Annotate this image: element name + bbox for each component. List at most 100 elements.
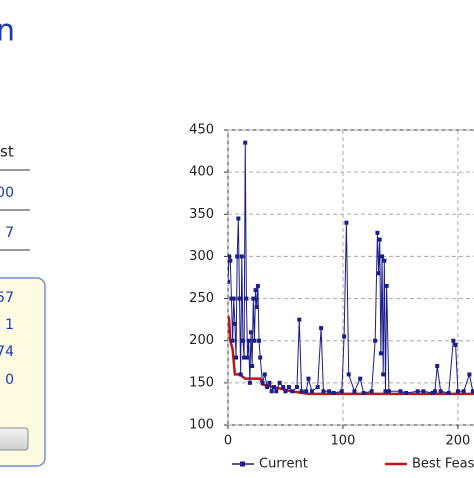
- page-title: n: [0, 14, 15, 49]
- point-marker: [236, 216, 241, 221]
- point-marker: [248, 330, 253, 335]
- point-marker: [438, 389, 443, 394]
- point-marker: [376, 271, 381, 276]
- y-tick-label: 200: [189, 333, 214, 348]
- point-marker: [240, 338, 245, 343]
- panel-value: 1: [5, 317, 14, 333]
- point-marker: [306, 376, 311, 381]
- point-marker: [252, 338, 257, 343]
- point-marker: [228, 279, 230, 284]
- button[interactable]: [0, 427, 29, 451]
- point-marker: [327, 389, 332, 394]
- point-marker: [358, 376, 363, 381]
- point-marker: [257, 338, 262, 343]
- point-marker: [453, 342, 458, 347]
- point-marker: [361, 390, 366, 395]
- point-marker: [290, 389, 295, 394]
- point-marker: [352, 389, 357, 394]
- point-marker: [230, 338, 235, 343]
- point-marker: [271, 385, 276, 390]
- point-marker: [255, 283, 260, 288]
- point-marker: [404, 390, 409, 395]
- point-marker: [378, 351, 383, 356]
- y-tick-label: 350: [189, 207, 214, 222]
- point-marker: [239, 254, 244, 259]
- point-marker: [238, 372, 243, 377]
- point-marker: [243, 140, 248, 145]
- point-marker: [319, 326, 324, 331]
- point-marker: [380, 254, 385, 259]
- point-marker: [339, 389, 344, 394]
- point-marker: [244, 296, 249, 301]
- legend-label: Current: [259, 457, 308, 472]
- point-marker: [250, 364, 255, 368]
- point-marker: [262, 372, 267, 377]
- point-marker: [267, 380, 272, 385]
- point-marker: [451, 338, 456, 343]
- point-marker: [386, 389, 391, 394]
- panel-value: 74: [0, 344, 14, 360]
- point-marker: [237, 296, 242, 301]
- point-marker: [254, 305, 259, 309]
- point-marker: [377, 237, 382, 242]
- point-marker: [283, 389, 288, 394]
- legend-swatch: [240, 461, 245, 467]
- point-marker: [235, 254, 240, 259]
- y-tick-label: 400: [189, 165, 214, 180]
- point-marker: [299, 389, 304, 394]
- point-marker: [274, 389, 279, 394]
- point-marker: [294, 385, 299, 390]
- plot-area: [227, 129, 474, 426]
- x-tick-label: 0: [224, 434, 232, 449]
- point-marker: [246, 338, 251, 343]
- point-marker: [297, 317, 302, 322]
- point-marker: [381, 372, 386, 377]
- row-value[interactable]: 7: [5, 225, 14, 241]
- point-marker: [344, 220, 349, 225]
- series-group: [228, 140, 474, 396]
- point-marker: [383, 389, 388, 394]
- point-marker: [446, 390, 451, 395]
- chart: 100 150 200 250 300 350 400 450 0 100 200 Current Be…: [189, 123, 474, 472]
- point-marker: [375, 230, 380, 235]
- point-marker: [382, 258, 387, 263]
- point-marker: [398, 389, 403, 394]
- row-value[interactable]: 00: [0, 185, 14, 201]
- point-marker: [321, 389, 326, 394]
- point-marker: [231, 296, 236, 301]
- point-marker: [415, 389, 420, 394]
- point-marker: [228, 258, 233, 263]
- x-tick-label: 100: [331, 434, 356, 449]
- point-marker: [265, 385, 270, 390]
- y-tick-label: 150: [189, 375, 214, 390]
- point-marker: [245, 355, 250, 360]
- point-marker: [421, 389, 426, 394]
- point-marker: [229, 296, 234, 301]
- y-tick-label: 450: [189, 123, 214, 138]
- point-marker: [269, 389, 274, 394]
- point-marker: [234, 355, 239, 360]
- point-marker: [315, 385, 320, 390]
- point-marker: [277, 380, 282, 385]
- point-marker: [373, 338, 378, 343]
- panel-value: 57: [0, 290, 14, 306]
- point-marker: [309, 389, 314, 394]
- point-marker: [304, 389, 309, 394]
- point-marker: [281, 385, 286, 390]
- y-tick-label: 250: [189, 291, 214, 306]
- y-tick-label: 300: [189, 249, 214, 264]
- point-marker: [228, 254, 232, 259]
- point-marker: [346, 372, 351, 377]
- point-marker: [232, 321, 237, 326]
- y-tick-label: 100: [189, 418, 214, 433]
- legend-label: Best Feas: [412, 457, 474, 472]
- point-marker: [342, 334, 347, 339]
- info-panel: [0, 277, 46, 467]
- point-marker: [467, 372, 472, 377]
- point-marker: [384, 283, 389, 288]
- point-marker: [461, 389, 466, 394]
- point-marker: [369, 389, 374, 394]
- point-marker: [253, 288, 258, 293]
- point-marker: [258, 355, 263, 360]
